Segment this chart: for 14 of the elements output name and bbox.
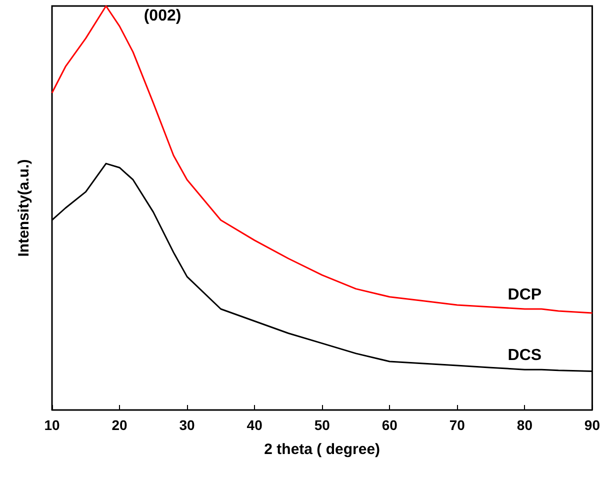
x-tick-label: 70 (449, 417, 466, 433)
x-tick-label: 40 (246, 417, 263, 433)
series-label: DCP (508, 286, 542, 304)
series-label: DCS (508, 347, 542, 364)
x-tick-label: 90 (584, 417, 600, 433)
x-tick-label: 50 (314, 417, 330, 433)
x-tick-label: 10 (44, 417, 60, 433)
x-tick-label: 30 (179, 417, 196, 433)
annotation: (002) (144, 8, 182, 24)
x-tick-label: 20 (112, 417, 128, 433)
x-axis-title: 2 theta ( degree) (264, 441, 380, 458)
x-tick-label: 60 (382, 417, 398, 433)
x-tick-label: 80 (516, 417, 533, 433)
y-axis-title: Intensity(a.u.) (16, 159, 32, 257)
